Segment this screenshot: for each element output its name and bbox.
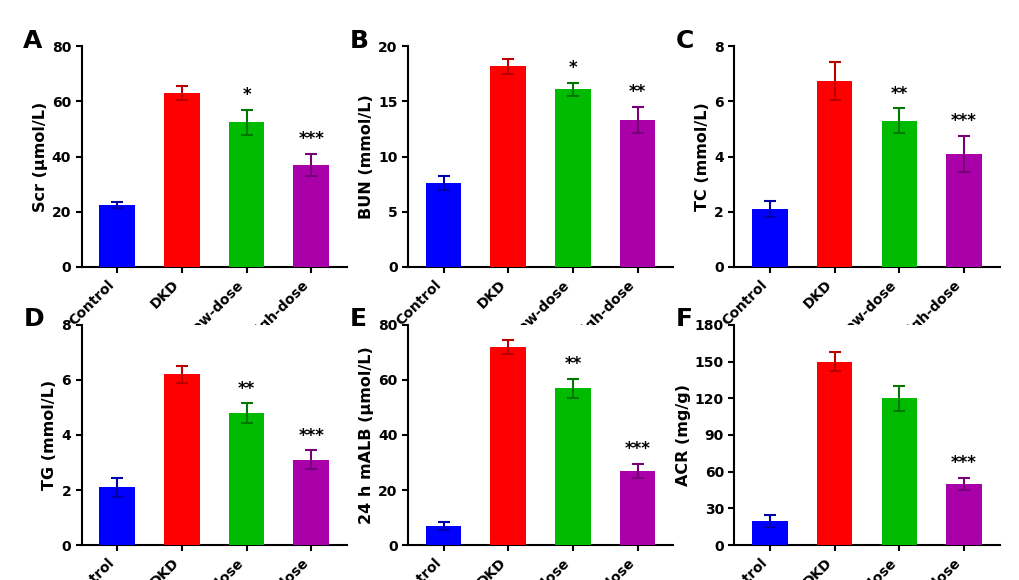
Bar [816,81,852,267]
Bar [946,154,981,267]
Text: *: * [568,59,577,77]
Bar [554,388,590,545]
Bar [620,120,655,267]
Bar [554,89,590,267]
Bar [99,205,135,267]
Bar [751,209,787,267]
Text: ***: *** [950,454,976,472]
Bar [620,471,655,545]
Y-axis label: Scr (μmol/L): Scr (μmol/L) [33,102,48,212]
Text: B: B [350,29,368,53]
Bar [751,521,787,545]
Bar [880,398,916,545]
Text: E: E [350,307,366,331]
Bar [164,93,200,267]
Y-axis label: TC (mmol/L): TC (mmol/L) [694,102,709,211]
Bar [425,183,461,267]
Text: D: D [23,307,44,331]
Text: **: ** [237,380,255,398]
Bar [99,487,135,545]
Bar [946,484,981,545]
Text: **: ** [890,85,907,103]
Bar [880,121,916,267]
Text: F: F [676,307,692,331]
Text: A: A [23,29,43,53]
Bar [816,361,852,545]
Y-axis label: 24 h mALB (μmol/L): 24 h mALB (μmol/L) [359,346,374,524]
Text: C: C [676,29,694,53]
Text: *: * [242,86,251,104]
Bar [164,375,200,545]
Bar [490,347,526,545]
Bar [228,413,264,545]
Bar [228,122,264,267]
Text: ***: *** [624,440,650,458]
Bar [293,165,329,267]
Text: ***: *** [950,113,976,130]
Y-axis label: TG (mmol/L): TG (mmol/L) [42,380,57,490]
Y-axis label: BUN (mmol/L): BUN (mmol/L) [359,94,374,219]
Text: **: ** [629,84,646,102]
Bar [490,66,526,267]
Text: ***: *** [298,427,324,445]
Text: **: ** [564,355,581,373]
Y-axis label: ACR (mg/g): ACR (mg/g) [675,384,690,486]
Bar [425,526,461,545]
Text: ***: *** [298,130,324,148]
Bar [293,460,329,545]
